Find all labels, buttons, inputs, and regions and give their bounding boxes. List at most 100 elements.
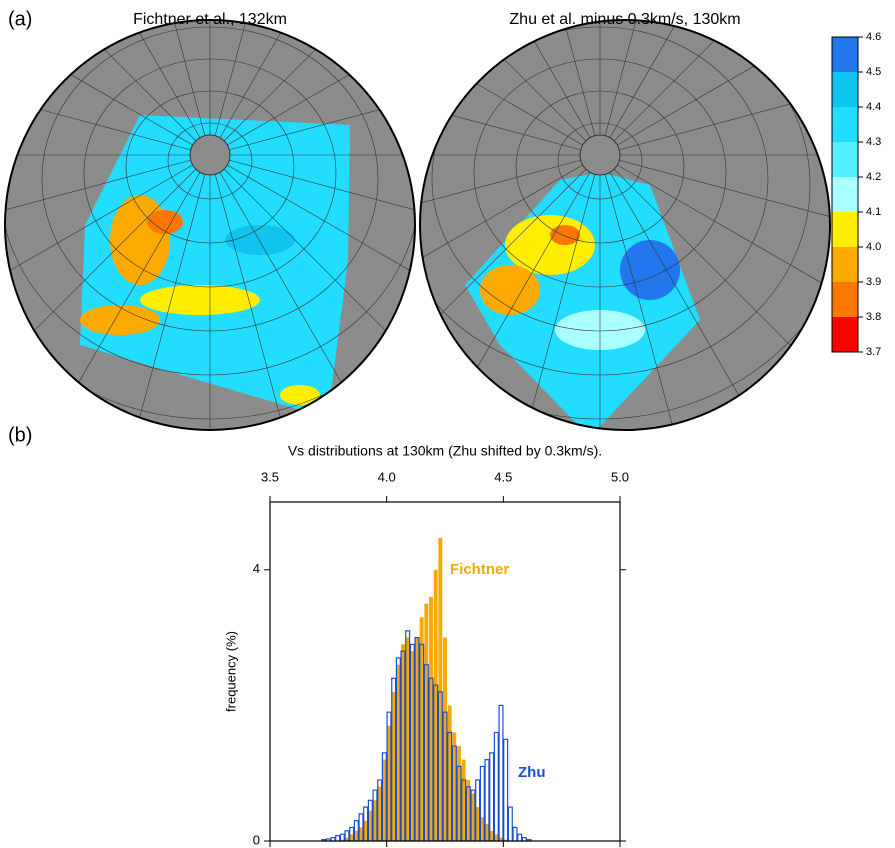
bar [471,793,475,841]
meridian [599,20,826,156]
colorbar-tick-label: 4.5 [866,66,881,78]
map-title: Fichtner et al., 132km [133,11,287,28]
bar [512,826,518,842]
colorbar-tick-label: 3.7 [866,346,881,358]
meridian [599,20,830,156]
parallel [167,122,253,200]
x-tick-label: 5.0 [611,469,629,484]
meridian [420,154,601,430]
meridian [599,20,717,156]
bar [443,637,447,841]
bar [489,830,494,841]
bar [387,725,391,841]
parallel [83,58,337,288]
x-tick-label: 4.0 [378,469,396,484]
panel-label: (b) [8,424,32,446]
meridian [93,20,211,156]
parallel [515,90,685,244]
bar [349,834,354,841]
map-1 [5,20,415,430]
meridian [5,154,211,272]
bar [345,837,349,841]
meridian [599,154,830,272]
meridian [5,154,211,430]
bar [494,834,499,841]
bar [354,830,359,841]
bar [368,810,373,841]
parallel [5,20,415,376]
meridian [93,154,211,430]
globe-outline [419,19,831,431]
meridian [209,154,415,272]
colorbar-tick-label: 3.9 [866,276,881,288]
parallel [41,26,379,332]
bar [340,839,345,841]
bar [475,807,480,841]
meridian [599,154,826,430]
meridian [209,154,415,430]
colorbar-tick-label: 4.3 [866,136,881,148]
bar [457,746,461,841]
meridian [420,154,601,381]
colorbar-tick-label: 4.1 [866,206,881,218]
meridian [5,20,211,156]
meridian [209,154,415,381]
bar [498,704,504,842]
meridian [420,20,601,156]
bar [424,603,429,841]
meridian [599,154,717,430]
bar [489,752,495,842]
colorbar-tick-label: 4.4 [866,101,881,113]
meridian [420,154,601,272]
meridian [5,154,211,430]
bar [433,569,438,841]
parallel [420,20,830,420]
meridian [209,38,415,156]
colorbar-swatch [832,72,858,107]
bar [363,820,368,841]
meridian [5,38,211,156]
meridian [209,20,415,156]
meridian [209,154,415,430]
bar [503,738,509,842]
bar [503,839,508,841]
bar [415,637,419,841]
globe-outline [4,19,416,431]
y-tick-label: 0 [253,832,260,847]
x-tick-label: 4.5 [494,469,512,484]
bar [480,817,485,841]
parallel [473,58,727,288]
panel-label: (a) [8,8,32,30]
bar [438,537,443,841]
colorbar-swatch [832,212,858,247]
meridian [420,38,601,156]
meridian [483,154,601,430]
bar [373,800,377,841]
colorbar-tick-label: 3.8 [866,311,881,323]
meridian [5,154,211,381]
bar [335,834,341,842]
meridian [420,20,601,156]
parallel [5,20,415,420]
bar [507,806,513,842]
bar [499,837,503,841]
bar [382,759,387,841]
bar [429,596,433,841]
bar [401,644,405,841]
colorbar-swatch [832,177,858,212]
bar [410,651,415,841]
meridian [5,20,211,156]
plot-frame [269,501,621,842]
y-axis-label: frequency (%) [223,631,238,712]
y-tick-label: 4 [253,561,260,576]
meridian [599,154,830,381]
parallel [125,90,295,244]
colorbar-tick-label: 4.0 [866,241,881,253]
bar [466,779,471,841]
bar [377,786,382,841]
colorbar-swatch [832,107,858,142]
parallel [431,26,769,332]
bar [452,732,457,841]
colorbar-swatch [832,142,858,177]
